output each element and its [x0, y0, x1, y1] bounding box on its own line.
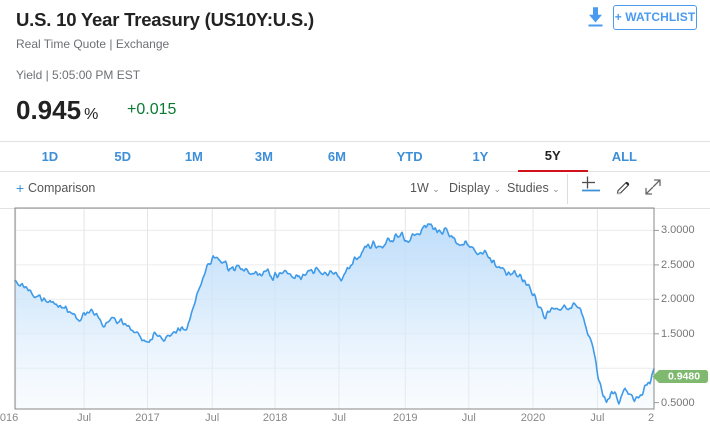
svg-text:0.9480: 0.9480: [668, 370, 700, 382]
